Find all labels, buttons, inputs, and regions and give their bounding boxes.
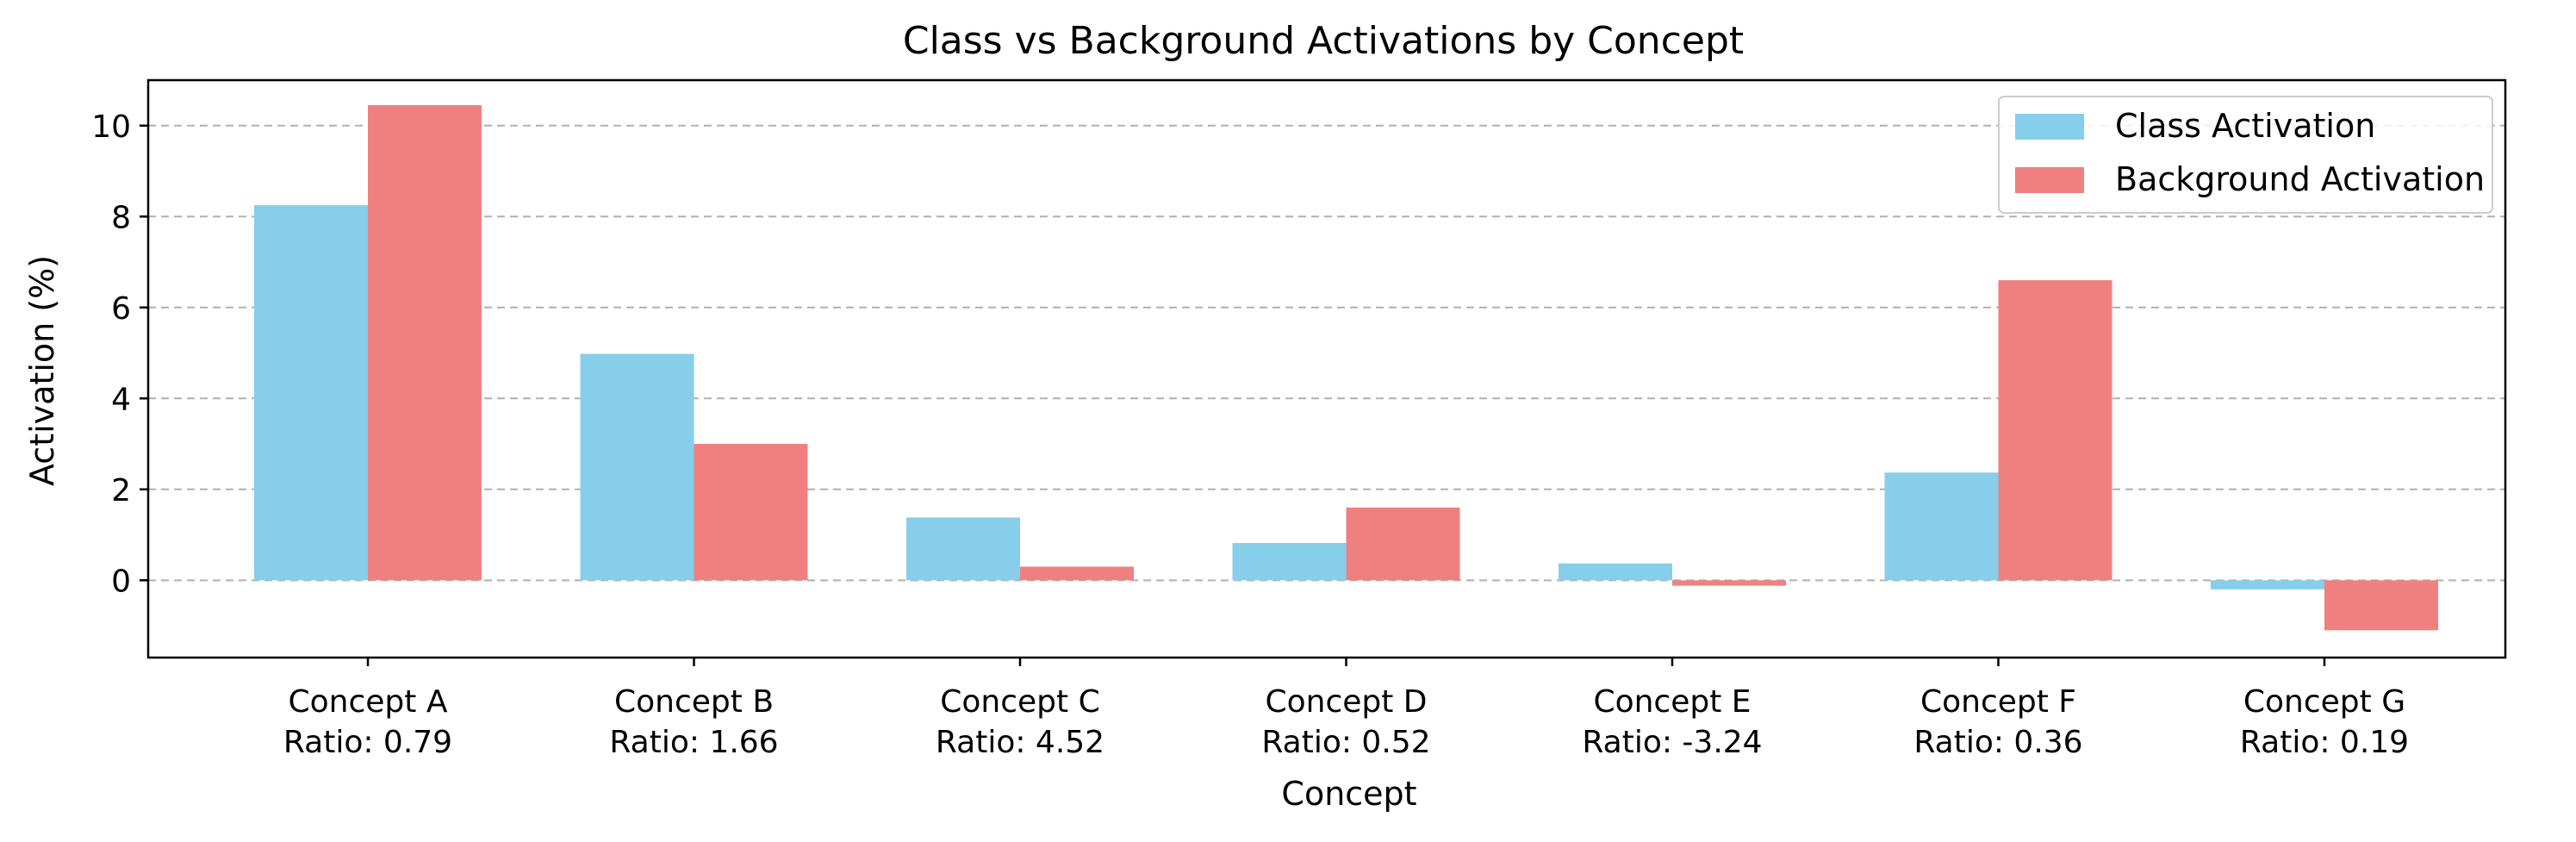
bar-background-5 — [1672, 580, 1786, 586]
legend-swatch — [2015, 167, 2084, 193]
x-tick-label: Concept G — [2243, 684, 2405, 720]
y-tick-label: 10 — [91, 109, 131, 145]
bar-background-2 — [694, 444, 808, 581]
x-tick-label: Concept F — [1920, 684, 2076, 720]
y-tick-label: 6 — [111, 291, 131, 327]
x-tick-label: Concept D — [1265, 684, 1427, 720]
plot-frame — [146, 78, 2507, 659]
x-tick-ratio-label: Ratio: 0.52 — [1261, 725, 1430, 760]
y-axis-ticks: 0 2 4 6 8 10 — [91, 109, 148, 599]
x-tick-label: Concept B — [614, 684, 774, 720]
chart-title: Class vs Background Activations by Conce… — [903, 19, 1744, 63]
x-axis-label: Concept — [1281, 775, 1416, 813]
x-tick-ratio-label: Ratio: -3.24 — [1582, 725, 1762, 760]
x-tick-label: Concept A — [289, 684, 448, 720]
legend-label: Class Activation — [2115, 107, 2375, 145]
x-tick-label: Concept C — [940, 684, 1099, 720]
bar-class-3 — [906, 517, 1020, 581]
y-axis-label: Activation (%) — [23, 255, 61, 486]
bar-background-6 — [1998, 280, 2112, 581]
bar-class-2 — [580, 353, 694, 581]
y-tick-label: 2 — [111, 473, 131, 508]
bar-class-7 — [2211, 580, 2324, 589]
x-axis-ticks: Concept A Ratio: 0.79 Concept B Ratio: 1.66… — [283, 658, 2409, 760]
x-tick-ratio-label: Ratio: 1.66 — [609, 725, 778, 760]
x-tick-ratio-label: Ratio: 0.36 — [1913, 725, 2082, 760]
x-tick-ratio-label: Ratio: 0.19 — [2240, 725, 2409, 760]
bar-class-6 — [1884, 472, 1999, 581]
y-tick-label: 8 — [111, 200, 131, 235]
legend-label: Background Activation — [2115, 160, 2485, 198]
bar-background-3 — [1020, 566, 1134, 581]
bar-background-7 — [2324, 580, 2438, 631]
y-tick-label: 0 — [111, 564, 131, 599]
bar-class-1 — [254, 205, 368, 581]
legend-box — [1998, 96, 2493, 214]
bar-class-4 — [1232, 543, 1347, 581]
bar-background-4 — [1346, 507, 1460, 581]
x-tick-ratio-label: Ratio: 0.79 — [283, 725, 452, 760]
gridlines — [148, 124, 2505, 582]
x-tick-ratio-label: Ratio: 4.52 — [936, 725, 1104, 760]
y-tick-label: 4 — [111, 382, 131, 417]
legend-swatch — [2015, 114, 2084, 140]
x-tick-label: Concept E — [1593, 684, 1751, 720]
bar-class-5 — [1559, 563, 1672, 581]
legend: Class Activation Background Activation — [1998, 96, 2493, 214]
bars — [254, 105, 2438, 631]
bar-background-1 — [368, 105, 482, 581]
